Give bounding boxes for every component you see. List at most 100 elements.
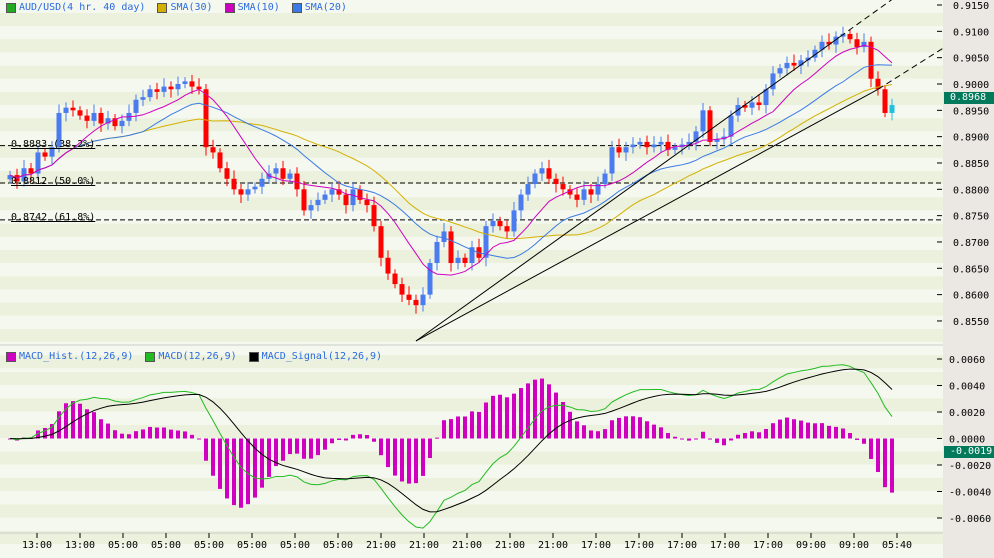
candle-body [224, 168, 230, 179]
x-tick-label: 17:00 [710, 540, 740, 551]
macd-hist-bar [869, 438, 873, 459]
candle-body [140, 97, 146, 100]
macd-hist-bar [701, 431, 705, 439]
candle-body [336, 189, 342, 195]
macd-hist-bar [148, 426, 152, 439]
candle-body [707, 110, 713, 142]
y-tick-label: 0.9000 [953, 80, 989, 91]
macd-hist-bar [820, 423, 824, 439]
macd-y-tick-label: -0.0040 [949, 488, 991, 499]
macd-y-tick-label: -0.0020 [949, 461, 991, 472]
candle-body [609, 147, 615, 174]
macd-hist-bar [407, 438, 411, 484]
macd-hist-bar [540, 378, 544, 439]
candle-body [238, 189, 244, 195]
candle-body [868, 41, 874, 79]
macd-line [9, 364, 893, 529]
macd-hist-bar [204, 438, 208, 461]
candle-body [658, 141, 664, 145]
macd-hist-bar [176, 430, 180, 439]
y-tick-label: 0.8950 [953, 106, 989, 117]
macd-hist-bar [477, 411, 481, 439]
candle-body [154, 89, 160, 92]
macd-hist-bar [680, 438, 684, 440]
y-tick-label: 0.8550 [953, 317, 989, 328]
candle-body [378, 226, 384, 258]
macd-hist-bar [288, 438, 292, 455]
candle-body [581, 189, 587, 200]
candle-body [399, 284, 405, 295]
legend-label: SMA(10) [237, 2, 280, 13]
price-band [0, 355, 943, 369]
macd-hist-bar [71, 401, 75, 439]
macd-hist-bar [470, 411, 474, 439]
candle-body [602, 173, 608, 185]
legend-item-sma30: SMA(30) [157, 2, 213, 13]
macd-hist-bar [78, 403, 82, 439]
macd-hist-bar [295, 438, 299, 454]
legend-item-audusd: AUD/USD(4 hr. 40 day) [6, 2, 145, 13]
macd-hist-bar [85, 409, 89, 439]
candle-body [70, 107, 76, 111]
macd-hist-bar [239, 438, 243, 508]
candle-body [672, 147, 678, 150]
x-tick-label: 21:00 [409, 540, 439, 551]
current-price-tag: 0.8968 [944, 92, 994, 104]
candle-body [791, 62, 797, 66]
candle-body [210, 147, 216, 153]
candle-body [455, 257, 461, 264]
legend-item-macd: MACD(12,26,9) [145, 351, 237, 362]
macd-hist-bar [582, 425, 586, 439]
candle-body [350, 189, 356, 206]
macd-hist-bar [456, 416, 460, 439]
candle-body [567, 189, 573, 195]
legend-label: MACD_Signal(12,26,9) [261, 351, 383, 362]
macd-hist-bar [372, 438, 376, 442]
y-tick-label: 0.8850 [953, 159, 989, 170]
macd-hist-bar [561, 402, 565, 439]
macd-y-tick-label: 0.0040 [949, 382, 985, 393]
x-tick-label: 21:00 [495, 540, 525, 551]
candle-body [644, 141, 650, 148]
candle-body [49, 147, 55, 157]
candle-body [847, 33, 853, 40]
candle-body [616, 147, 622, 153]
macd-hist-bar [36, 430, 40, 439]
macd-hist-bar [57, 411, 61, 439]
trendline [415, 36, 841, 342]
macd-signal-line [9, 368, 893, 513]
candle-body [798, 60, 804, 66]
macd-hist-bar [659, 427, 663, 439]
candle-body [812, 49, 818, 58]
macd-hist-bar [624, 416, 628, 439]
macd-legend: MACD_Hist.(12,26,9) MACD(12,26,9) MACD_S… [6, 351, 382, 362]
candle-body [756, 102, 762, 106]
price-band [0, 328, 943, 342]
macd-band [0, 531, 943, 544]
macd-hist-bar [673, 436, 677, 439]
price-band [0, 13, 943, 26]
price-band [0, 91, 943, 105]
macd-hist-bar [155, 427, 159, 439]
macd-hist-bar [484, 402, 488, 439]
fib-label-50: 0.8812 (50.0%) [11, 176, 96, 187]
y-tick-label: 0.8800 [953, 185, 989, 196]
macd-hist-bar [498, 394, 502, 439]
price-band [0, 65, 943, 79]
legend-item-sma10: SMA(10) [224, 2, 280, 13]
macd-hist-bar [519, 388, 523, 439]
y-tick-label: 0.8650 [953, 264, 989, 275]
fib-label-61: 0.8742 (61.8%) [11, 212, 96, 223]
macd-hist-bar [547, 384, 551, 439]
candle-body [175, 83, 181, 90]
candle-body [770, 73, 776, 90]
x-tick-label: 09:00 [796, 540, 826, 551]
candle-body [392, 273, 398, 285]
y-tick-label: 0.8600 [953, 291, 989, 302]
candle-body [889, 105, 895, 113]
macd-hist-bar [400, 438, 404, 482]
macd-hist-bar [813, 423, 817, 439]
macd-hist-bar [267, 438, 271, 477]
macd-hist-bar [750, 431, 754, 439]
